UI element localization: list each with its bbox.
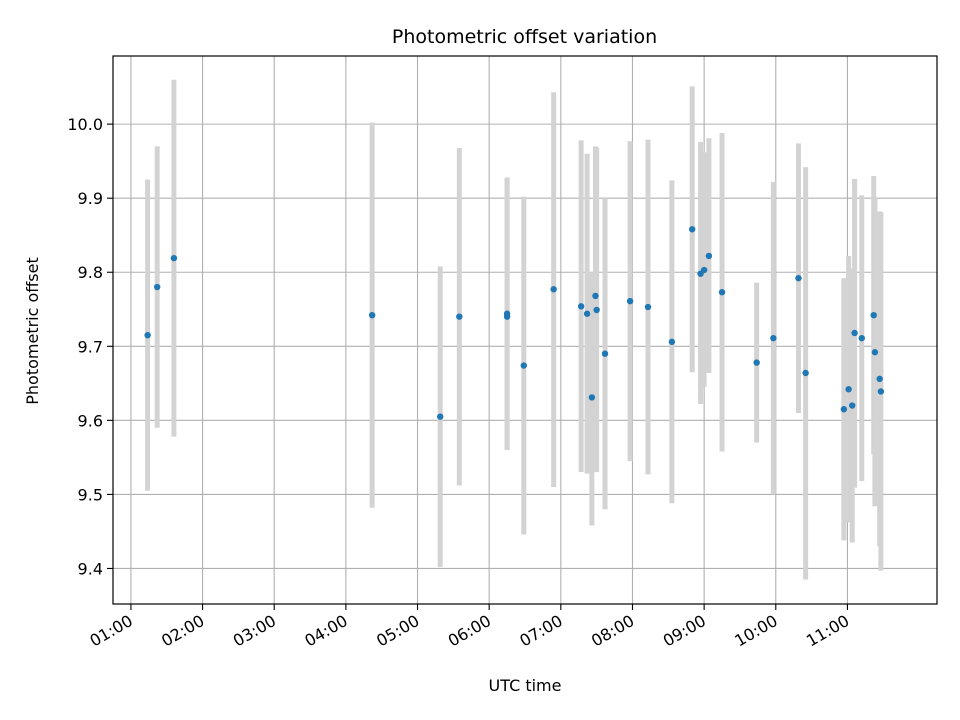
chart-title: Photometric offset variation [392,26,657,48]
data-point [593,306,600,314]
data-point [456,313,463,320]
data-point [368,311,376,319]
data-point [700,266,708,274]
y-tick-label: 9.6 [78,411,103,430]
x-tick-label: 10:00 [731,611,780,651]
data-point [520,362,528,369]
data-point [845,386,852,393]
data-point [668,338,676,346]
data-point [592,292,599,300]
y-tick-label: 9.7 [78,337,103,356]
x-tick-label: 01:00 [86,611,135,651]
y-axis-title: Photometric offset [23,257,42,405]
data-point [583,310,591,317]
data-point [870,311,877,319]
x-tick-label: 03:00 [230,611,279,651]
data-point [840,406,848,413]
data-point [851,329,858,337]
plot-frame [112,55,938,605]
data-point [144,331,151,339]
x-tick-label: 09:00 [660,611,709,651]
data-point [601,350,609,357]
y-axis-ticks: 9.4 9.5 9.6 9.7 9.8 9.9 10.0 [67,115,113,578]
data-point [718,289,726,296]
x-tick-label: 04:00 [301,611,350,651]
data-point [577,303,585,310]
data-point [858,334,865,342]
data-point [753,359,760,366]
x-axis-title: UTC time [489,676,562,695]
x-axis-ticks: 01:00 02:00 03:00 04:00 05:00 06:00 07:00 08:00… [86,604,852,651]
data-point [705,252,713,260]
data-point [644,303,652,311]
data-point [550,286,557,293]
data-point [688,226,696,233]
x-tick-label: 07:00 [516,611,565,651]
data-point [802,369,809,377]
data-point [849,402,856,409]
y-tick-label: 9.9 [78,189,103,208]
data-point [626,297,634,305]
x-tick-label: 02:00 [158,611,207,651]
x-tick-label: 11:00 [803,611,852,651]
x-tick-label: 08:00 [588,611,637,651]
data-point [871,349,879,356]
data-point [795,274,802,282]
data-point [588,394,596,401]
y-tick-label: 10.0 [67,115,103,134]
data-point [503,313,511,320]
data-point [770,334,777,342]
x-tick-label: 05:00 [373,611,422,651]
y-tick-label: 9.8 [78,263,103,282]
y-tick-label: 9.4 [78,559,103,578]
data-point [877,388,885,395]
data-point [153,283,161,291]
data-points [144,226,885,420]
x-tick-label: 06:00 [445,611,494,651]
data-point [876,375,883,383]
data-point [437,413,444,420]
data-point [170,254,178,262]
y-tick-label: 9.5 [78,485,103,504]
